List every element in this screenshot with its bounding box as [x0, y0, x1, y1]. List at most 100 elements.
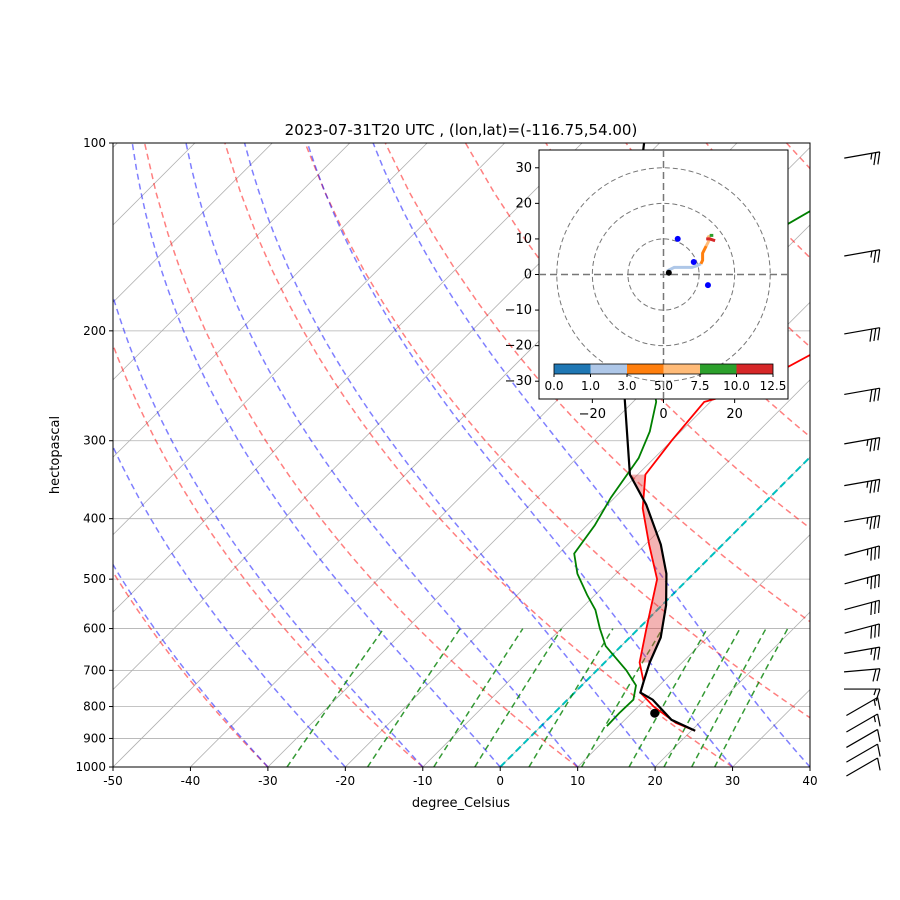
x-tick-label: -20: [336, 774, 356, 788]
y-tick-label: 900: [83, 731, 106, 745]
y-tick-label: 100: [83, 136, 106, 150]
moist-adiabat: [372, 143, 810, 767]
wind-barb: [844, 327, 881, 342]
hodograph-x-tick-label: 20: [726, 407, 743, 422]
hodograph-y-tick-label: 10: [515, 232, 532, 247]
mixing-ratio-line: [433, 628, 524, 767]
hodograph-x-tick-label: −20: [579, 407, 606, 422]
wind-barb: [844, 599, 880, 616]
wind-barb: [844, 573, 880, 590]
isotherm-gridline: [345, 301, 810, 767]
isotherm-gridline: [113, 143, 273, 303]
x-tick-label: 10: [570, 774, 585, 788]
hodograph-marker: [665, 269, 672, 276]
mixing-ratio-line: [528, 628, 614, 767]
surface-point-marker: [650, 708, 660, 718]
hodograph-y-tick-label: −30: [505, 374, 532, 389]
isotherm-gridline: [654, 611, 810, 767]
colorbar-tick-label: 3.0: [617, 379, 636, 393]
y-tick-label: 400: [83, 512, 106, 526]
hodograph-marker: [704, 282, 711, 289]
mixing-ratio-line: [628, 628, 708, 767]
thermodynamic-background-lines: [113, 143, 810, 767]
x-tick-label: 30: [725, 774, 740, 788]
colorbar-tick-label: 7.5: [690, 379, 709, 393]
colorbar-tick-label: 1.0: [581, 379, 600, 393]
x-tick-label: 40: [802, 774, 817, 788]
colorbar-segment: [554, 364, 591, 374]
colorbar-segment: [663, 364, 700, 374]
dry-adiabat: [304, 143, 810, 719]
y-tick-label: 300: [83, 434, 106, 448]
chart-title: 2023-07-31T20 UTC , (lon,lat)=(-116.75,5…: [285, 121, 638, 139]
y-tick-label: 500: [83, 572, 106, 586]
wind-barb: [844, 623, 880, 639]
colorbar-tick-label: 12.5: [760, 379, 787, 393]
wind-barb: [844, 437, 881, 452]
hodograph-trace-segment: [666, 262, 702, 273]
y-axis: 100 200 300 400 500 600 700 800 900 1000: [75, 136, 113, 774]
mixing-ratio-line: [474, 628, 563, 767]
moist-adiabat: [131, 143, 501, 767]
x-axis: -50 -40 -30 -20 -10 0 10 20 30 40: [103, 767, 818, 788]
wind-barb: [844, 545, 880, 561]
wind-barb: [844, 387, 881, 403]
wind-barb: [846, 728, 881, 748]
hodograph-trace-segment: [704, 234, 712, 247]
colorbar-tick-label: 0.0: [544, 379, 563, 393]
colorbar-segment: [590, 364, 627, 374]
x-tick-label: -50: [103, 774, 123, 788]
mixing-ratio-line: [580, 628, 664, 767]
isotherm-gridline: [113, 143, 505, 536]
wind-barb: [844, 688, 881, 702]
y-tick-label: 200: [83, 324, 106, 338]
x-tick-label: -30: [258, 774, 278, 788]
x-tick-label: -10: [413, 774, 433, 788]
wind-barb: [846, 713, 881, 733]
wind-barb: [844, 668, 881, 682]
isotherm-gridline: [113, 143, 351, 381]
mixing-ratio-line: [286, 628, 385, 767]
x-tick-label: 0: [496, 774, 504, 788]
wind-barb: [846, 697, 881, 717]
dry-adiabat: [113, 342, 424, 767]
y-axis-label: hectopascal: [48, 416, 63, 494]
hodograph-y-tick-label: 20: [515, 196, 532, 211]
hodograph-trace-segment: [699, 245, 708, 265]
hodograph-marker: [674, 235, 681, 242]
hodograph-x-tick-label: 0: [659, 407, 667, 422]
dry-adiabat: [143, 143, 579, 767]
y-tick-label: 1000: [75, 760, 106, 774]
hodograph-y-tick-label: 0: [524, 268, 532, 283]
cape-shading: [629, 474, 667, 663]
y-tick-label: 600: [83, 622, 106, 636]
isotherm-gridline: [422, 379, 810, 767]
wind-barb: [846, 743, 881, 763]
wind-barb: [846, 757, 881, 777]
y-tick-label: 800: [83, 700, 106, 714]
zero-isotherm: [499, 455, 810, 767]
cape-area: [629, 474, 667, 663]
moist-adiabat: [243, 143, 656, 767]
wind-barb: [844, 514, 881, 530]
x-axis-label: degree_Celsius: [412, 796, 510, 811]
moist-adiabat: [113, 293, 424, 767]
hodograph-trace-segment: [706, 237, 716, 243]
wind-barb: [844, 249, 881, 264]
plot-frame: [112, 142, 811, 768]
colorbar-tick-label: 5.0: [654, 379, 673, 393]
isotherm-gridline: [113, 143, 428, 458]
y-tick-label: 700: [83, 663, 106, 677]
wind-barb: [844, 151, 881, 166]
wind-barb: [844, 478, 881, 494]
hodograph-ring: [591, 202, 736, 347]
colorbar-tick-label: 10.0: [723, 379, 750, 393]
mixing-ratio-line: [366, 628, 461, 767]
moist-adiabat: [185, 143, 579, 767]
isotherm-gridline: [577, 534, 810, 767]
mixing-ratio-line: [714, 628, 789, 767]
isotherm-gridline: [113, 143, 583, 613]
wind-barb: [844, 646, 881, 661]
mixing-ratio-line: [663, 628, 741, 767]
